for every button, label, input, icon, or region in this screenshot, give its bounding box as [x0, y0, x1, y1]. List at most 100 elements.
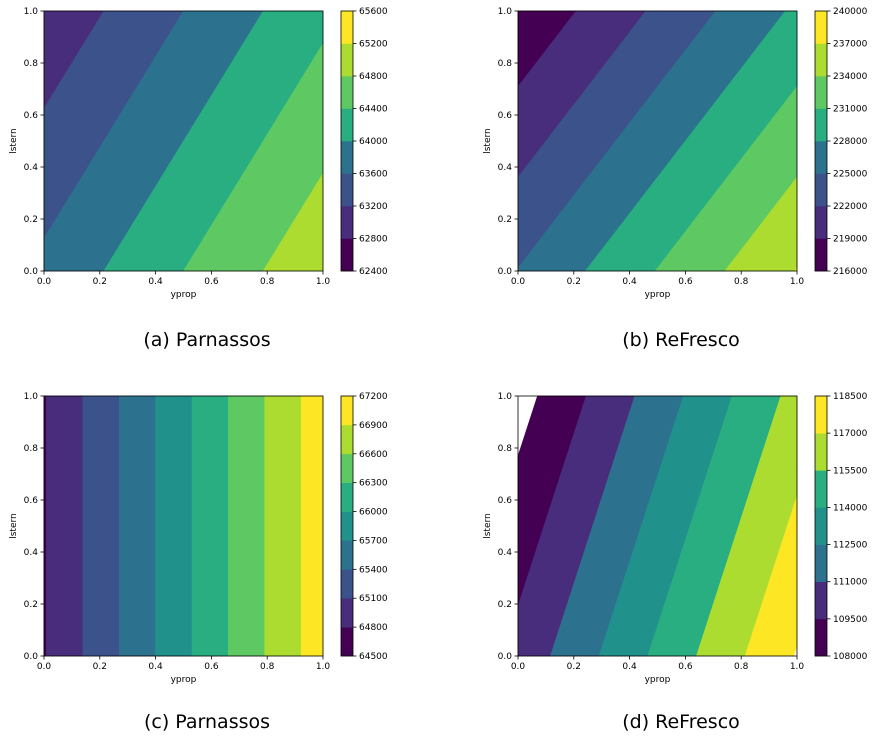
colorbar-tick-label: 66600	[359, 450, 388, 460]
colorbar-swatch-6	[815, 76, 827, 109]
colorbar-swatch-7	[341, 453, 353, 483]
x-tick-label: 0.4	[622, 277, 637, 287]
y-tick-label: 1.0	[24, 392, 39, 402]
chart-panel-3: 0.0 0.2 0.4 0.6 0.8 1.0 0.0 0.2 0.4 0.6 0.8 1.0 ypro…	[9, 392, 388, 733]
colorbar-tick-label: 231000	[833, 105, 868, 115]
x-tick-label: 0.8	[260, 277, 275, 287]
colorbar-swatch-4	[815, 507, 827, 545]
colorbar-tick-label: 117000	[833, 429, 868, 439]
y-tick-label: 0.4	[24, 163, 39, 173]
colorbar-tick-label: 64000	[359, 137, 388, 147]
colorbar-swatch-6	[815, 433, 827, 471]
y-tick-label: 0.0	[498, 652, 513, 662]
y-tick-label: 0.2	[498, 600, 512, 610]
colorbar-tick-label: 111000	[833, 578, 868, 588]
contour-band-5	[155, 395, 193, 657]
colorbar-tick-label: 109500	[833, 615, 868, 625]
y-tick-label: 1.0	[498, 7, 513, 17]
y-tick-label: 0.8	[24, 59, 39, 69]
x-tick-label: 0.4	[148, 662, 163, 672]
x-tick-label: 0.2	[93, 662, 107, 672]
colorbar-tick-label: 66300	[359, 479, 388, 489]
x-tick-label: 0.0	[37, 662, 52, 672]
colorbar-swatch-5	[815, 470, 827, 508]
y-tick-label: 0.4	[498, 548, 513, 558]
colorbar-swatch-1	[815, 618, 827, 657]
x-tick-label: 0.0	[511, 662, 526, 672]
x-tick-label: 0.2	[567, 277, 581, 287]
colorbar-swatch-3	[341, 173, 353, 207]
colorbar-swatch-2	[341, 598, 353, 628]
colorbar-tick-label: 65600	[359, 7, 388, 17]
colorbar-tick-label: 63200	[359, 202, 388, 212]
colorbar: 62400 62800 63200 63600 64000 64400 64800 65200…	[340, 7, 388, 277]
x-tick-label: 1.0	[316, 662, 331, 672]
colorbar-tick-label: 228000	[833, 137, 868, 147]
colorbar-swatch-8	[341, 424, 353, 455]
colorbar-tick-label: 62800	[359, 235, 388, 245]
colorbar-swatch-1	[815, 238, 827, 272]
colorbar-frame	[814, 395, 828, 657]
x-tick-label: 0.8	[734, 277, 749, 287]
colorbar-tick-label: 114000	[833, 503, 868, 513]
colorbar-swatch-6	[341, 76, 353, 109]
contour-band-7	[228, 395, 266, 657]
chart-panel-4: 0.0 0.2 0.4 0.6 0.8 1.0 0.0 0.2 0.4 0.6 0.8 1.0 ypro…	[483, 392, 868, 733]
y-tick-label: 0.8	[498, 444, 513, 454]
y-tick-label: 0.2	[24, 215, 38, 225]
x-tick-label: 0.6	[204, 662, 219, 672]
y-tick-label: 1.0	[24, 7, 39, 17]
colorbar-tick-label: 64800	[359, 72, 388, 82]
colorbar-swatch-3	[815, 173, 827, 207]
colorbar-swatch-8	[341, 11, 353, 44]
colorbar-tick-label: 65700	[359, 536, 388, 546]
y-axis-label: lstern	[9, 128, 19, 154]
x-tick-label: 0.4	[148, 277, 163, 287]
colorbar-swatch-7	[341, 43, 353, 77]
y-tick-label: 0.6	[498, 496, 513, 506]
colorbar-tick-label: 64800	[359, 623, 388, 633]
contour-band-3	[82, 395, 120, 657]
colorbar-tick-label: 65100	[359, 594, 388, 604]
contour-band-2	[46, 395, 84, 657]
y-tick-label: 0.0	[24, 652, 39, 662]
x-tick-label: 0.0	[37, 277, 52, 287]
contour-band-6	[191, 395, 229, 657]
colorbar-tick-label: 66000	[359, 508, 388, 518]
colorbar-swatch-4	[341, 540, 353, 570]
x-tick-label: 1.0	[316, 277, 331, 287]
x-tick-label: 0.6	[678, 277, 693, 287]
plot-frame	[43, 395, 324, 657]
chart-panel-2: 0.0 0.2 0.4 0.6 0.8 1.0 0.0 0.2 0.4 0.6 0.8 1.0 ypro…	[483, 7, 868, 351]
y-axis-label: lstern	[483, 513, 493, 539]
colorbar-swatch-4	[341, 141, 353, 174]
colorbar-swatch-5	[341, 108, 353, 142]
x-tick-label: 1.0	[790, 662, 805, 672]
colorbar-tick-label: 112500	[833, 541, 868, 551]
colorbar-tick-label: 219000	[833, 235, 868, 245]
y-axis-label: lstern	[9, 513, 19, 539]
x-tick-label: 0.0	[511, 277, 526, 287]
x-tick-label: 0.4	[622, 662, 637, 672]
colorbar-tick-label: 225000	[833, 170, 868, 180]
colorbar-tick-label: 66900	[359, 421, 388, 431]
colorbar-swatch-1	[341, 627, 353, 657]
colorbar-swatch-7	[815, 43, 827, 77]
colorbar-tick-label: 115500	[833, 466, 868, 476]
x-tick-label: 1.0	[790, 277, 805, 287]
colorbar-swatch-5	[815, 108, 827, 142]
colorbar: 216000 219000 222000 225000 228000 231000 2340…	[814, 7, 868, 277]
contour-band-8	[264, 395, 302, 657]
colorbar-tick-label: 64500	[359, 652, 388, 662]
colorbar-swatch-7	[815, 396, 827, 434]
panel-caption: (d) ReFresco	[622, 711, 740, 733]
colorbar-swatch-8	[815, 11, 827, 44]
y-tick-label: 1.0	[498, 392, 513, 402]
colorbar-swatch-6	[341, 482, 353, 512]
plot-frame	[517, 10, 798, 272]
y-tick-label: 0.4	[24, 548, 39, 558]
colorbar-swatch-9	[341, 396, 353, 426]
panel-caption: (a) Parnassos	[143, 329, 270, 351]
colorbar-tick-label: 62400	[359, 267, 388, 277]
y-tick-label: 0.0	[498, 267, 513, 277]
